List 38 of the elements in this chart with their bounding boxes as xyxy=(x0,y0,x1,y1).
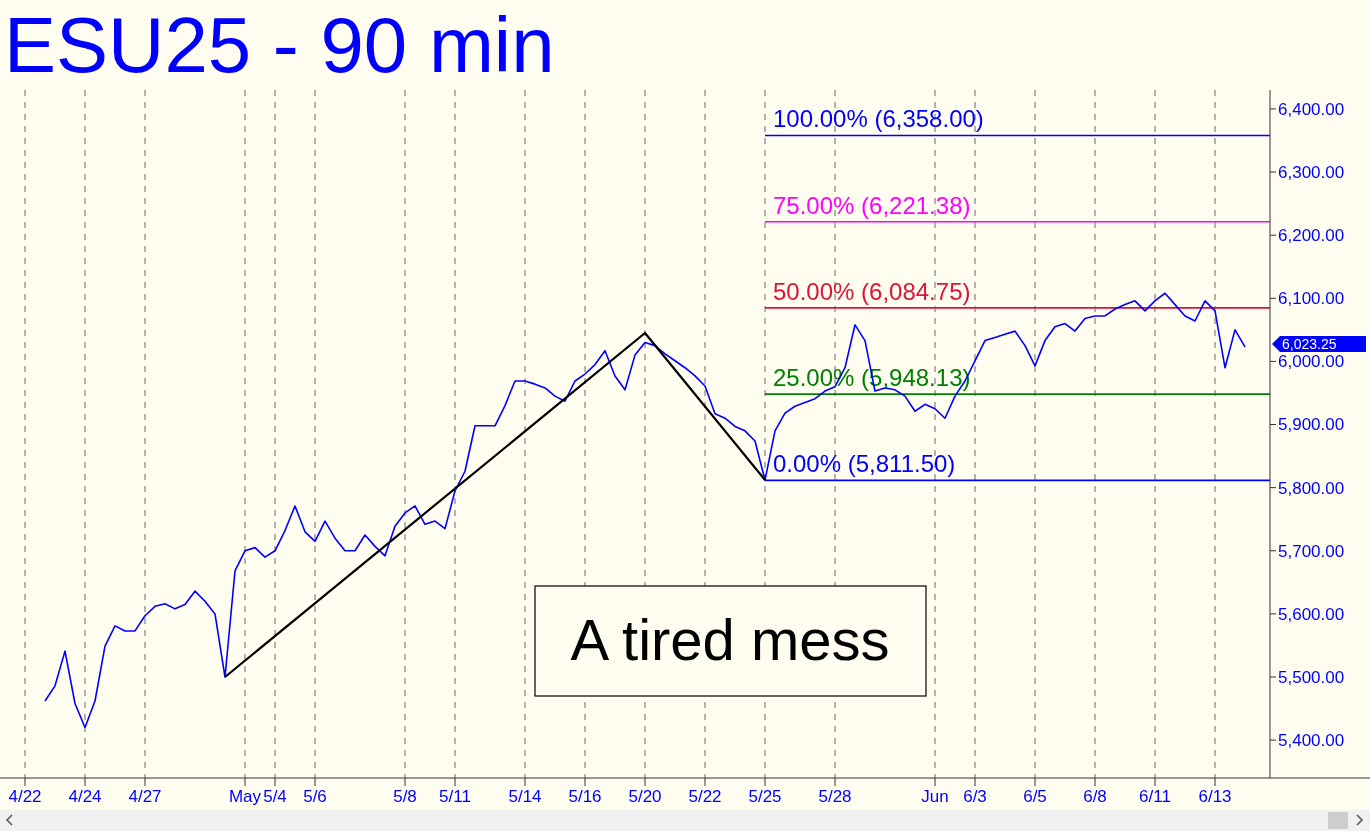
x-tick-label: Jun xyxy=(921,787,949,806)
chart-title: ESU25 - 90 min xyxy=(4,1,555,89)
y-tick-label: 5,600.00 xyxy=(1278,604,1345,624)
x-tick-label: 5/6 xyxy=(303,787,327,806)
x-tick-label: 5/25 xyxy=(748,787,782,806)
y-tick-label: 5,400.00 xyxy=(1278,731,1345,751)
x-tick-label: 5/4 xyxy=(263,787,287,806)
ref-line-label: 50.00% (6,084.75) xyxy=(773,277,971,305)
x-tick-label: 5/11 xyxy=(439,787,471,806)
y-tick-label: 6,300.00 xyxy=(1278,163,1345,183)
y-tick-label: 6,100.00 xyxy=(1278,289,1345,309)
y-tick-label: 6,200.00 xyxy=(1278,226,1345,246)
text: 6,023.25 xyxy=(1282,335,1337,352)
y-tick-label: 6,000.00 xyxy=(1278,352,1345,372)
ref-line-label: 0.00% (5,811.50) xyxy=(773,450,956,478)
y-tick-label: 5,800.00 xyxy=(1278,478,1345,498)
x-tick-label: 4/22 xyxy=(8,787,42,806)
x-tick-label: 6/8 xyxy=(1083,787,1107,806)
y-tick-label: 5,500.00 xyxy=(1278,667,1345,687)
x-tick-label: 6/11 xyxy=(1139,787,1171,806)
x-tick-label: 6/3 xyxy=(963,787,987,806)
x-tick-label: 6/13 xyxy=(1198,787,1232,806)
x-tick-label: 5/8 xyxy=(393,787,417,806)
x-tick-label: 4/24 xyxy=(68,787,102,806)
x-tick-label: 4/27 xyxy=(128,787,162,806)
ref-line-label: 75.00% (6,221.38) xyxy=(773,191,971,219)
x-tick-label: May xyxy=(228,787,262,806)
annotation: A tired mess xyxy=(570,607,890,672)
x-tick-label: 5/20 xyxy=(628,787,662,806)
y-tick-label: 6,400.00 xyxy=(1278,99,1345,119)
x-tick-label: 5/14 xyxy=(508,787,542,806)
x-tick-label: 5/28 xyxy=(818,787,852,806)
x-tick-label: 6/5 xyxy=(1023,787,1047,806)
x-tick-label: 5/22 xyxy=(688,787,722,806)
x-tick-label: 5/16 xyxy=(568,787,602,806)
ref-line-label: 100.00% (6,358.00) xyxy=(773,105,984,133)
y-tick-label: 5,700.00 xyxy=(1278,541,1345,561)
y-tick-label: 5,900.00 xyxy=(1278,415,1345,435)
